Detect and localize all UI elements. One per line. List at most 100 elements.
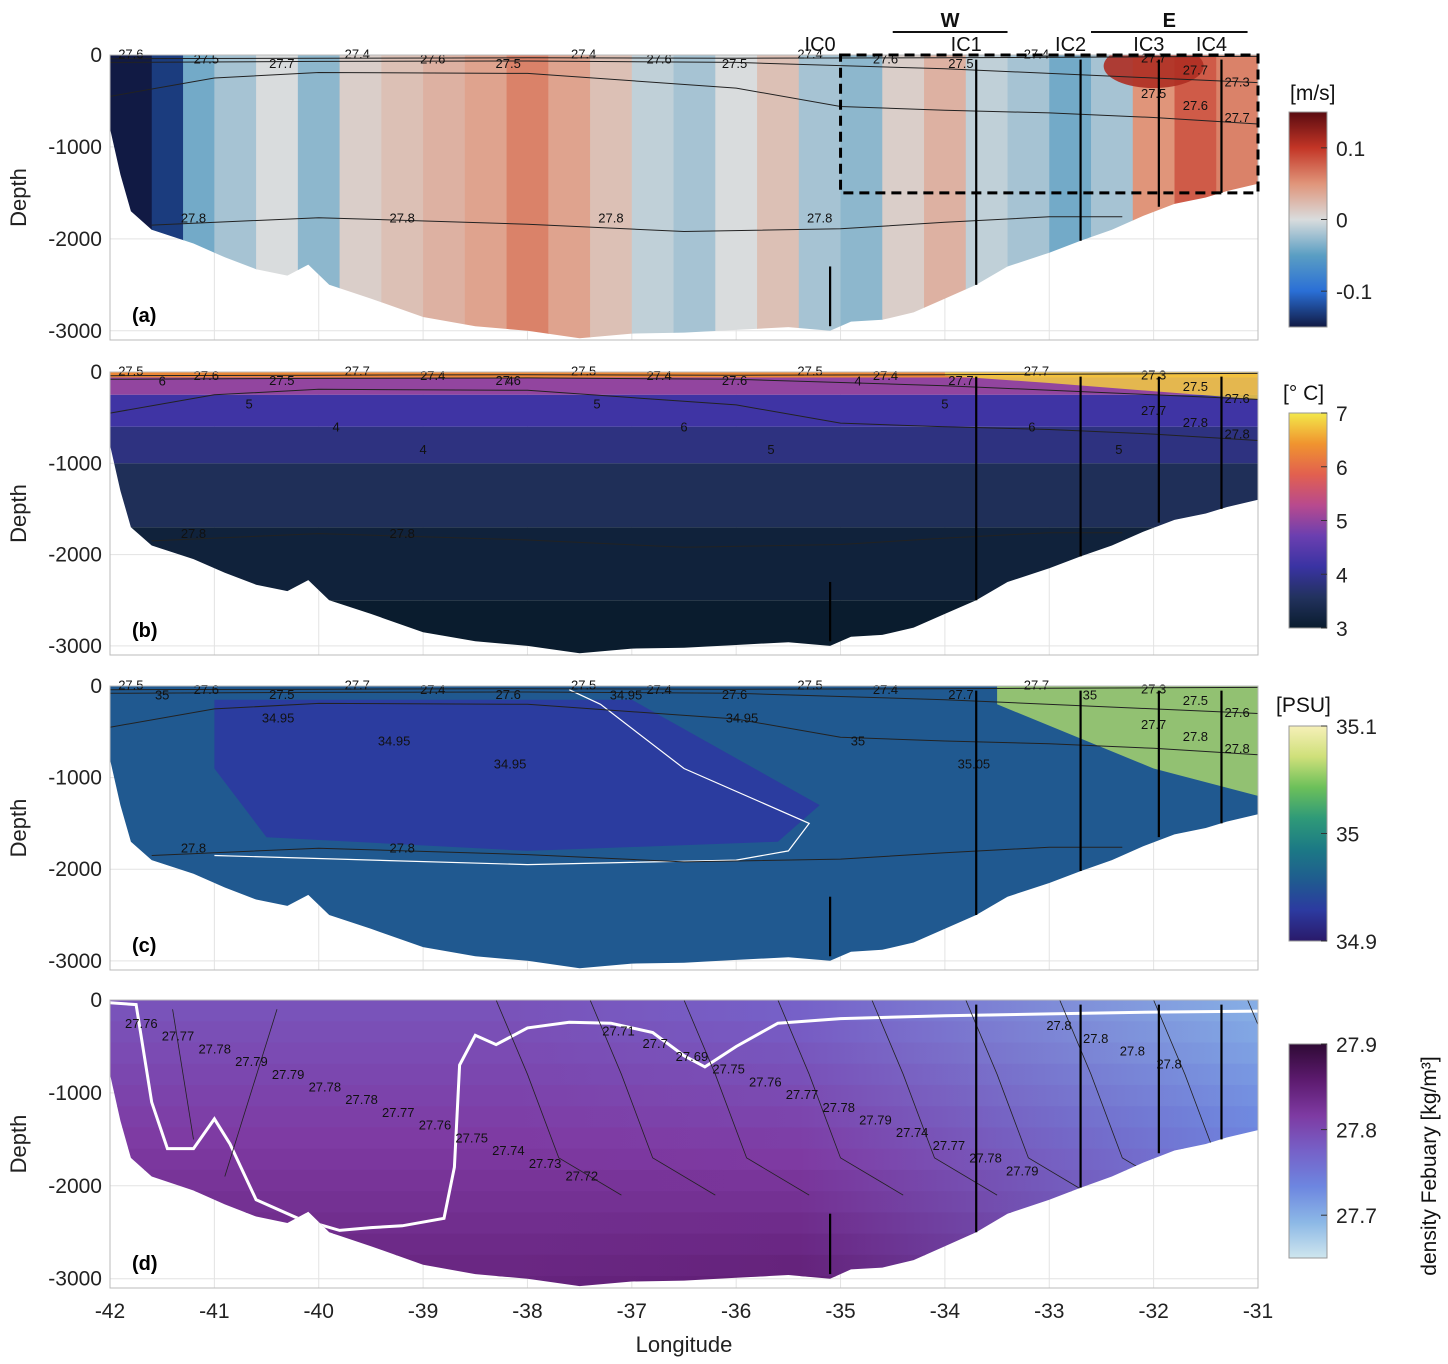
isoline-label: 35 <box>155 688 169 703</box>
x-tick-label: -41 <box>199 1300 229 1323</box>
temperature-layer <box>110 463 1258 528</box>
highlight-box <box>839 53 1260 195</box>
colorbar-tick-label: 34.9 <box>1336 931 1377 954</box>
x-ticks: -42 -41 -40 -39 -38 -37 -36 -35 -34 -33 -32 -31 <box>95 1300 1273 1323</box>
isoline-label: 35.05 <box>958 756 991 771</box>
colorbar-tick-label: 0 <box>1336 210 1348 233</box>
contour-label: 27.7 <box>269 56 294 71</box>
contour-label: 27.78 <box>198 1041 231 1056</box>
velocity-cell <box>183 55 215 339</box>
axes-frame <box>109 371 1259 656</box>
density-layer <box>110 1212 1258 1235</box>
isoline-label: 6 <box>680 419 687 434</box>
contour-label: 27.78 <box>345 1092 378 1107</box>
contour-label: 27.6 <box>646 51 671 66</box>
velocity-cell <box>464 55 508 339</box>
colorbar-tick-label: 5 <box>1336 511 1348 534</box>
isoline-label: 5 <box>593 397 600 412</box>
isoline-label: 34.95 <box>494 756 527 771</box>
contour-label: 27.74 <box>896 1125 929 1140</box>
colorbar-tick-label: -0.1 <box>1336 281 1372 304</box>
contour-label: 27.6 <box>496 373 521 388</box>
contour-label: 27.5 <box>571 364 596 379</box>
contour-label: 27.4 <box>646 368 671 383</box>
contour-labels: 27.5 27.6 27.5 27.7 27.4 27.6 27.5 27.4 27.6 27.5… <box>118 364 1250 541</box>
isopycnal <box>224 1009 278 1177</box>
contour-labels: 27.7627.7727.7827.7927.7927.7827.7827.77… <box>125 1016 1182 1184</box>
panel-a: 27.6 27.5 27.7 27.4 27.6 27.5 27.4 27.6 27.5 27.4… <box>6 10 1372 343</box>
contour-label: 27.5 <box>948 56 973 71</box>
y-tick-label: -3000 <box>48 1268 102 1291</box>
temperature-layer <box>110 527 1258 601</box>
colorbar-gradient <box>1288 1043 1328 1259</box>
colorbar: 0.1 0 -0.1 [m/s] <box>1288 82 1372 328</box>
field <box>110 686 1258 969</box>
contour-label: 27.77 <box>933 1138 966 1153</box>
contour-label: 27.8 <box>1046 1018 1071 1033</box>
contour-label: 27.8 <box>1224 427 1249 442</box>
contour-label: 27.76 <box>125 1016 158 1031</box>
contour-label: 27.79 <box>859 1112 892 1127</box>
velocity-cell <box>715 55 758 339</box>
isoline-label: 35 <box>1083 688 1097 703</box>
contour-label: 27.5 <box>1183 693 1208 708</box>
contour-label: 27.76 <box>419 1118 452 1133</box>
velocity-cell <box>1049 55 1092 339</box>
contour-label: 27.5 <box>194 51 219 66</box>
y-axis-label: Depth <box>6 168 31 227</box>
contour-label: 27.69 <box>676 1049 709 1064</box>
velocity-cell <box>506 55 549 339</box>
colorbar-units: [m/s] <box>1290 82 1336 105</box>
contour-label: 27.8 <box>1183 729 1208 744</box>
isoline-label: 5 <box>767 442 774 457</box>
y-axis-label: Depth <box>6 1115 31 1174</box>
contour-label: 27.4 <box>797 47 822 62</box>
x-tick-label: -31 <box>1243 1300 1273 1323</box>
panel-c: 27.5 27.6 27.5 27.7 27.4 27.6 27.5 27.4 27.6 27.5… <box>6 675 1377 973</box>
velocity-cell <box>631 55 675 339</box>
x-tick-label: -40 <box>304 1300 334 1323</box>
isopycnal <box>871 1000 998 1196</box>
velocity-cell <box>924 55 967 339</box>
velocity-cell <box>423 55 466 339</box>
isopycnal <box>965 1000 1092 1196</box>
isoline-label: 4 <box>506 374 513 389</box>
isoline-label: 6 <box>1028 419 1035 434</box>
x-tick-label: -33 <box>1034 1300 1064 1323</box>
y-tick-label: -1000 <box>48 136 102 159</box>
temperature-layer <box>110 426 1258 464</box>
velocity-cell <box>110 55 153 339</box>
contour-label: 27.8 <box>1120 1044 1145 1059</box>
contour-label: 27.75 <box>712 1062 745 1077</box>
contour-label: 27.6 <box>194 368 219 383</box>
contour-label: 27.74 <box>492 1143 525 1158</box>
x-tick-label: -35 <box>825 1300 855 1323</box>
y-tick-label: -1000 <box>48 767 102 790</box>
isoline-label: 5 <box>246 397 253 412</box>
contour-label: 27.5 <box>797 678 822 693</box>
isopycnal-27.5 <box>110 372 1258 377</box>
colorbar-tick-label: 35.1 <box>1336 716 1377 739</box>
contour-label: 27.5 <box>118 364 143 379</box>
isopycnal-27.7 <box>110 388 1258 441</box>
contour-label: 27.8 <box>1156 1056 1181 1071</box>
contour-label: 27.8 <box>598 210 623 225</box>
contour-label: 27.8 <box>1183 415 1208 430</box>
contour-label: 27.4 <box>420 368 445 383</box>
y-tick-label: -1000 <box>48 452 102 475</box>
density-layer <box>110 1169 1258 1192</box>
contour-label: 27.7 <box>345 364 370 379</box>
y-tick-label: -3000 <box>48 635 102 658</box>
contour-label: 27.4 <box>345 47 370 62</box>
y-tick-label: -3000 <box>48 320 102 343</box>
isoline-label: 4 <box>419 442 426 457</box>
contour-label: 27.72 <box>566 1169 599 1184</box>
mixed-layer-line <box>110 1001 1258 1232</box>
contour-label: 27.77 <box>162 1029 195 1044</box>
isopycnal <box>589 1000 716 1196</box>
contour-label: 27.6 <box>722 687 747 702</box>
contour-label: 27.5 <box>797 364 822 379</box>
density-layer <box>110 1106 1258 1129</box>
axes-frame <box>109 54 1259 341</box>
